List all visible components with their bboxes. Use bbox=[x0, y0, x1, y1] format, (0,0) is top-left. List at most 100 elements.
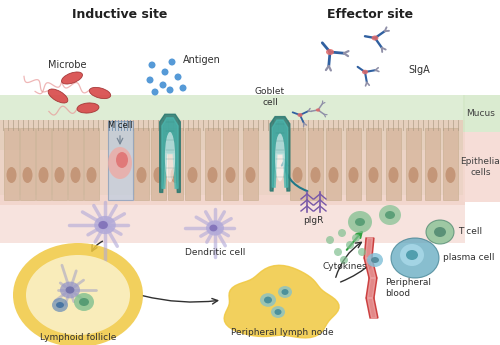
Ellipse shape bbox=[66, 286, 74, 294]
Ellipse shape bbox=[434, 227, 446, 237]
Ellipse shape bbox=[328, 167, 338, 183]
Ellipse shape bbox=[70, 167, 81, 183]
Ellipse shape bbox=[38, 167, 48, 183]
Bar bbox=[168, 128, 183, 200]
Bar bbox=[185, 128, 200, 200]
Ellipse shape bbox=[348, 211, 372, 233]
Ellipse shape bbox=[6, 167, 16, 183]
Ellipse shape bbox=[346, 241, 354, 249]
Bar bbox=[443, 128, 458, 200]
Bar bbox=[308, 128, 323, 200]
Polygon shape bbox=[270, 117, 290, 191]
Polygon shape bbox=[224, 265, 339, 338]
Bar bbox=[52, 128, 67, 200]
Bar bbox=[290, 128, 305, 200]
Ellipse shape bbox=[206, 220, 224, 236]
Ellipse shape bbox=[368, 167, 378, 183]
Ellipse shape bbox=[371, 257, 379, 263]
Ellipse shape bbox=[146, 77, 154, 83]
Bar bbox=[36, 128, 51, 200]
Ellipse shape bbox=[188, 167, 198, 183]
Ellipse shape bbox=[367, 253, 383, 267]
Ellipse shape bbox=[79, 298, 89, 306]
Ellipse shape bbox=[408, 167, 418, 183]
Ellipse shape bbox=[166, 87, 173, 93]
Text: Dendritic cell: Dendritic cell bbox=[185, 248, 245, 257]
Ellipse shape bbox=[62, 72, 82, 84]
Ellipse shape bbox=[340, 256, 348, 264]
Text: Goblet
cell: Goblet cell bbox=[255, 87, 285, 107]
Ellipse shape bbox=[426, 220, 454, 244]
Ellipse shape bbox=[316, 108, 320, 112]
Ellipse shape bbox=[116, 152, 128, 168]
Bar bbox=[406, 128, 421, 200]
Polygon shape bbox=[272, 120, 287, 187]
Ellipse shape bbox=[355, 218, 365, 226]
Polygon shape bbox=[162, 118, 178, 188]
Ellipse shape bbox=[60, 282, 80, 298]
Polygon shape bbox=[364, 258, 377, 278]
Bar bbox=[223, 128, 238, 200]
Ellipse shape bbox=[154, 167, 164, 183]
Ellipse shape bbox=[108, 147, 132, 179]
Ellipse shape bbox=[271, 306, 285, 318]
Bar bbox=[346, 128, 361, 200]
Ellipse shape bbox=[362, 70, 368, 74]
Ellipse shape bbox=[52, 298, 68, 312]
Text: Microbe: Microbe bbox=[48, 60, 86, 70]
Ellipse shape bbox=[372, 36, 378, 41]
Bar bbox=[108, 121, 133, 200]
Polygon shape bbox=[366, 278, 377, 298]
Ellipse shape bbox=[48, 89, 68, 103]
Bar bbox=[151, 128, 166, 200]
Ellipse shape bbox=[22, 167, 32, 183]
Ellipse shape bbox=[13, 243, 143, 345]
Ellipse shape bbox=[379, 205, 401, 225]
Ellipse shape bbox=[446, 167, 456, 183]
Bar bbox=[0, 95, 465, 150]
Ellipse shape bbox=[54, 167, 64, 183]
Text: Epithelial
cells: Epithelial cells bbox=[460, 157, 500, 177]
Ellipse shape bbox=[326, 236, 334, 244]
Ellipse shape bbox=[358, 248, 366, 256]
Ellipse shape bbox=[56, 302, 64, 308]
Ellipse shape bbox=[226, 167, 235, 183]
Ellipse shape bbox=[208, 167, 218, 183]
Ellipse shape bbox=[98, 221, 108, 229]
Ellipse shape bbox=[165, 132, 175, 182]
Polygon shape bbox=[364, 238, 374, 258]
Bar bbox=[326, 128, 341, 200]
Text: Inductive site: Inductive site bbox=[72, 8, 168, 21]
Text: SIgA: SIgA bbox=[408, 65, 430, 75]
Bar bbox=[386, 128, 401, 200]
Bar bbox=[243, 128, 258, 200]
Ellipse shape bbox=[180, 85, 186, 91]
Bar bbox=[0, 120, 465, 205]
Bar bbox=[68, 128, 83, 200]
Ellipse shape bbox=[292, 167, 302, 183]
Polygon shape bbox=[368, 298, 376, 318]
Ellipse shape bbox=[26, 255, 130, 335]
Ellipse shape bbox=[348, 167, 358, 183]
Ellipse shape bbox=[310, 167, 320, 183]
Ellipse shape bbox=[391, 238, 439, 278]
Bar bbox=[425, 128, 440, 200]
Bar bbox=[0, 195, 465, 243]
Ellipse shape bbox=[136, 167, 146, 183]
Ellipse shape bbox=[174, 73, 182, 80]
Ellipse shape bbox=[352, 234, 360, 242]
Ellipse shape bbox=[160, 81, 166, 89]
Ellipse shape bbox=[168, 59, 175, 66]
Text: pIgR: pIgR bbox=[303, 216, 323, 225]
Polygon shape bbox=[366, 238, 372, 258]
Text: M cell: M cell bbox=[108, 120, 132, 129]
Text: Peripheral lymph node: Peripheral lymph node bbox=[230, 328, 334, 337]
Ellipse shape bbox=[210, 225, 218, 231]
Ellipse shape bbox=[298, 113, 302, 117]
Ellipse shape bbox=[86, 167, 97, 183]
Bar bbox=[134, 128, 149, 200]
Bar bbox=[20, 128, 35, 200]
Text: Antigen: Antigen bbox=[183, 55, 221, 65]
Bar bbox=[84, 128, 99, 200]
Polygon shape bbox=[366, 258, 376, 278]
